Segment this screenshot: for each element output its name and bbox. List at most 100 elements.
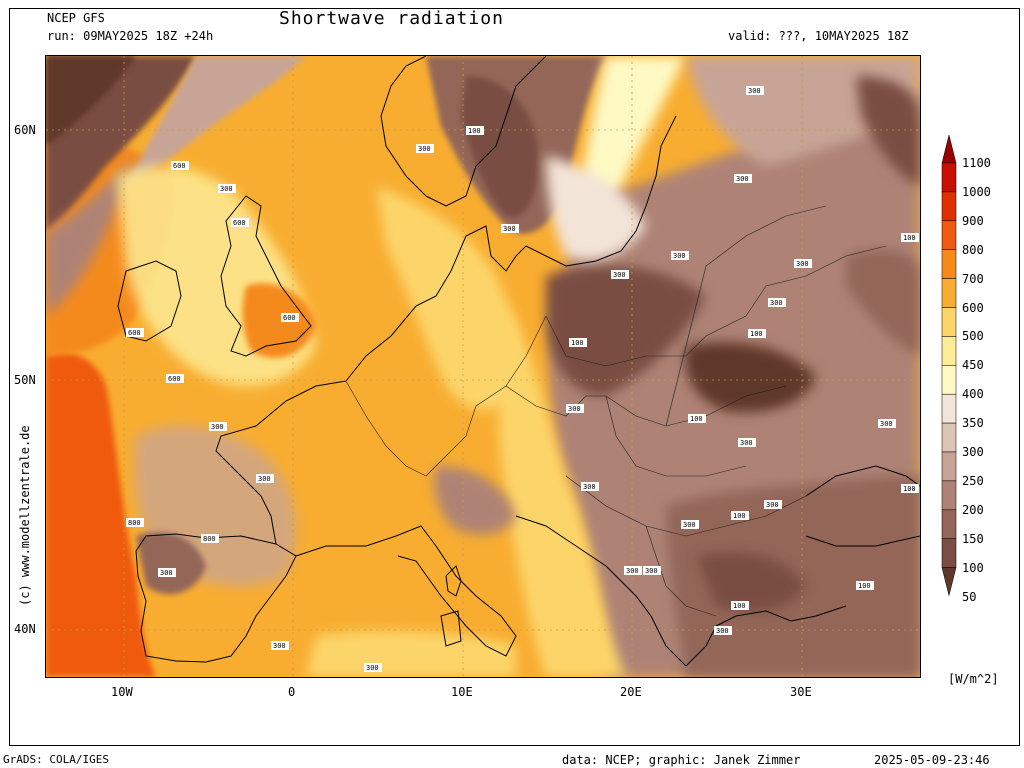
field-ukraine-dark xyxy=(685,342,816,413)
lat-label-40n: 40N xyxy=(14,622,36,636)
colorbar-swatch xyxy=(941,220,957,250)
lat-label-60n: 60N xyxy=(14,123,36,137)
contour-label-800: 800 xyxy=(128,519,141,527)
colorbar-swatch xyxy=(941,191,957,222)
contour-label-300: 300 xyxy=(740,439,753,447)
contour-label-300: 300 xyxy=(568,405,581,413)
contour-label-300: 300 xyxy=(736,175,749,183)
country-borders xyxy=(345,205,887,617)
field-iberia-dark xyxy=(136,532,206,595)
lon-label-10e: 10E xyxy=(451,685,473,699)
colorbar-level-label: 1000 xyxy=(962,184,991,199)
lon-label-0: 0 xyxy=(288,685,296,699)
colorbar-level-label: 700 xyxy=(962,271,984,286)
contour-label-600: 600 xyxy=(233,219,246,227)
colorbar-swatch xyxy=(941,162,957,193)
contour-label-100: 100 xyxy=(571,339,584,347)
contour-label-300: 300 xyxy=(766,501,779,509)
colorbar-level-label: 1100 xyxy=(962,156,991,170)
contour-label-300: 300 xyxy=(683,521,696,529)
contour-label-300: 300 xyxy=(366,664,379,672)
contour-label-300: 300 xyxy=(220,185,233,193)
contour-label-300: 300 xyxy=(583,483,596,491)
colorbar-swatch xyxy=(941,278,957,308)
contour-label-100: 100 xyxy=(733,602,746,610)
colorbar-unit: [W/m^2] xyxy=(948,672,999,686)
colorbar-swatch xyxy=(941,365,957,395)
contour-label-300: 300 xyxy=(645,567,658,575)
field-alps xyxy=(434,466,516,535)
lon-label-20e: 20E xyxy=(620,685,642,699)
colorbar-swatch xyxy=(941,393,957,424)
footer-left: GrADS: COLA/IGES xyxy=(3,753,109,766)
contour-label-300: 300 xyxy=(880,420,893,428)
map-title: Shortwave radiation xyxy=(279,8,504,29)
contour-label-600: 600 xyxy=(168,375,181,383)
footer-right: 2025-05-09-23:46 xyxy=(874,753,990,767)
colorbar-level-label: 800 xyxy=(962,242,984,257)
colorbar-level-label: 400 xyxy=(962,387,984,402)
contour-label-300: 300 xyxy=(716,627,729,635)
colorbar-swatch xyxy=(941,509,957,539)
contour-label-300: 300 xyxy=(418,145,431,153)
colorbar xyxy=(941,135,957,596)
footer-center: data: NCEP; graphic: Janek Zimmer xyxy=(562,753,801,767)
contour-label-100: 100 xyxy=(858,582,871,590)
colorbar-level-label: 100 xyxy=(962,560,984,575)
contour-label-300: 300 xyxy=(613,271,626,279)
run-time: run: 09MAY2025 18Z +24h xyxy=(47,29,214,43)
colorbar-swatch xyxy=(941,480,957,511)
field-transition xyxy=(498,306,626,677)
field-poland xyxy=(546,265,706,396)
contour-label-300: 300 xyxy=(748,87,761,95)
colorbar-swatch xyxy=(941,336,957,366)
colorbar-swatch xyxy=(941,451,957,482)
field-baltic-pale xyxy=(546,156,646,260)
credit-vertical: (c) www.modellzentrale.de xyxy=(18,425,32,606)
contour-label-300: 300 xyxy=(273,642,286,650)
field-north-sea xyxy=(376,186,520,410)
model-name: NCEP GFS xyxy=(47,11,105,25)
field-mediterranean-south xyxy=(306,630,516,677)
contour-labels: 100 300 600 300 600 300 300 300 100 300 … xyxy=(126,86,919,672)
radiation-map: 100 300 600 300 600 300 300 300 100 300 … xyxy=(45,55,921,678)
contour-label-300: 300 xyxy=(211,423,224,431)
contour-label-600: 600 xyxy=(128,329,141,337)
colorbar-swatch-top xyxy=(941,135,957,164)
colorbar-level-label: 300 xyxy=(962,445,984,459)
field-nw-darkest xyxy=(46,56,136,146)
field-balkans-dark xyxy=(696,552,806,612)
colorbar-swatch-bottom xyxy=(941,567,957,596)
coastlines xyxy=(117,56,920,667)
colorbar-level-label: 900 xyxy=(962,213,984,228)
field-scandinavia-core xyxy=(461,76,539,218)
colorbar-level-label: 500 xyxy=(962,329,984,344)
contour-label-300: 300 xyxy=(258,475,271,483)
colorbar-level-label: 450 xyxy=(962,358,984,373)
contour-label-100: 100 xyxy=(690,415,703,423)
contour-label-300: 300 xyxy=(770,299,783,307)
contour-label-100: 100 xyxy=(750,330,763,338)
colorbar-swatch xyxy=(941,422,957,453)
contour-label-100: 100 xyxy=(468,127,481,135)
valid-time: valid: ???, 10MAY2025 18Z xyxy=(728,29,909,43)
colorbar-level-label: 150 xyxy=(962,531,984,546)
lon-label-30e: 30E xyxy=(790,685,812,699)
contour-label-300: 300 xyxy=(626,567,639,575)
contour-label-100: 100 xyxy=(733,512,746,520)
lat-label-50n: 50N xyxy=(14,373,36,387)
colorbar-level-label: 200 xyxy=(962,502,984,517)
contour-label-300: 300 xyxy=(796,260,809,268)
colorbar-level-label: 600 xyxy=(962,300,984,315)
colorbar-level-label: 250 xyxy=(962,473,984,488)
colorbar-swatch xyxy=(941,307,957,337)
lon-label-10w: 10W xyxy=(111,685,133,699)
field-russia-dark xyxy=(856,76,920,186)
colorbar-level-label: 350 xyxy=(962,416,984,431)
contour-label-300: 300 xyxy=(503,225,516,233)
field-nw-mid xyxy=(46,156,136,316)
field-west-high xyxy=(46,352,156,677)
figure-frame xyxy=(9,8,1020,746)
contour-label-600: 600 xyxy=(173,162,186,170)
contour-label-600: 600 xyxy=(283,314,296,322)
